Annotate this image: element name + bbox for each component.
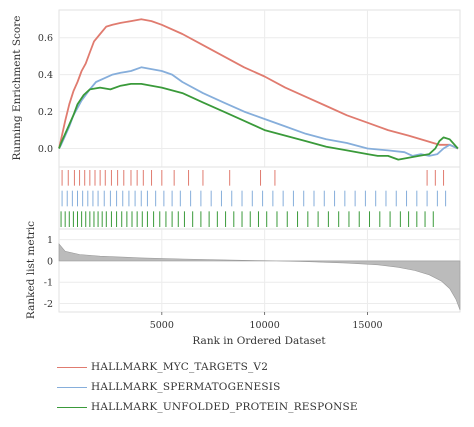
x-ticks: 5000 10000 15000 [150,312,383,331]
legend-label-myc-targets: HALLMARK_MYC_TARGETS_V2 [91,361,269,373]
ranked-metric-area [58,243,461,311]
enrichment-y-axis-label: Running Enrichment Score [11,16,23,161]
y-tick-label-top: 0.6 [38,33,53,44]
legend-item-spermatogenesis: HALLMARK_SPERMATOGENESIS [57,378,417,398]
legend-label-spermatogenesis: HALLMARK_SPERMATOGENESIS [91,381,281,393]
ranked-metric-fill [58,243,461,311]
legend-item-myc-targets: HALLMARK_MYC_TARGETS_V2 [57,358,417,378]
enrichment-curves [58,18,459,161]
x-tick-label: 5000 [150,320,174,331]
enrichment-line-hallmark-myc-targets-v2 [58,18,459,150]
x-axis-label: Rank in Ordered Dataset [192,335,326,347]
enrichment-panel: 0.0 0.2 0.4 0.6 Running Enrichment Score [11,9,461,168]
legend-swatch-spermatogenesis [57,387,87,388]
y-tick-label-top: 0.2 [38,107,53,118]
enrichment-line-hallmark-spermatogenesis [58,66,459,157]
hits-panel [58,166,461,230]
hit-markers [60,170,447,227]
y-tick-label-bottom: -2 [44,299,53,310]
ranked-y-axis-label: Ranked list metric [25,221,37,319]
legend-swatch-unfolded-protein [57,407,87,408]
y-tick-label-bottom: 1 [47,235,53,246]
y-tick-label-top: 0.0 [38,144,53,155]
x-tick-label: 15000 [352,320,382,331]
y-tick-label-bottom: -1 [44,278,53,289]
legend-item-unfolded-protein: HALLMARK_UNFOLDED_PROTEIN_RESPONSE [57,398,417,418]
y-tick-label-top: 0.4 [38,70,53,81]
legend-swatch-myc-targets [57,367,87,368]
legend: HALLMARK_MYC_TARGETS_V2 HALLMARK_SPERMAT… [57,358,417,418]
ranked-y-ticks: 1 0 -1 -2 [44,235,53,310]
legend-label-unfolded-protein: HALLMARK_UNFOLDED_PROTEIN_RESPONSE [91,401,358,413]
enrichment-line-hallmark-unfolded-protein-response [58,83,459,161]
y-tick-label-bottom: 0 [47,256,53,267]
x-tick-label: 10000 [250,320,280,331]
ranked-panel: 1 0 -1 -2 Ranked list metric [25,221,461,319]
enrichment-y-ticks: 0.0 0.2 0.4 0.6 [38,33,53,155]
